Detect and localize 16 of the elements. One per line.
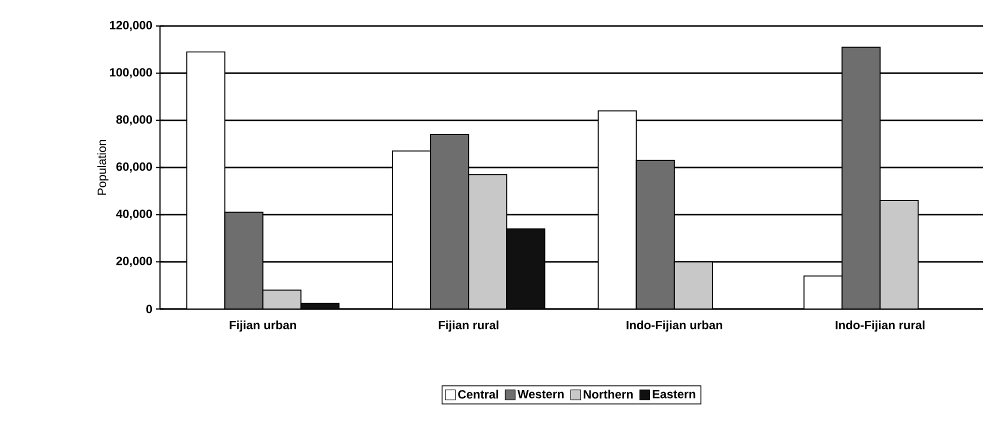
- legend-label: Central: [458, 390, 498, 399]
- y-axis-title: Population: [97, 140, 108, 195]
- x-tick-label: Indo-Fijian urban: [626, 320, 722, 332]
- y-tick-label: 100,000: [110, 68, 152, 78]
- y-tick-label: 60,000: [116, 162, 152, 173]
- legend-label: Western: [517, 390, 564, 398]
- y-tick-label: 0: [146, 304, 152, 314]
- y-tick-label: 40,000: [116, 210, 152, 220]
- x-tick-label: Fijian urban: [230, 320, 296, 332]
- y-tick-label: 20,000: [116, 256, 152, 267]
- y-tick-label: 120,000: [110, 20, 152, 32]
- x-tick-label: Indo-Fijian rural: [836, 320, 924, 332]
- legend-label: Eastern: [652, 390, 696, 398]
- x-tick-label: Fijian rural: [438, 320, 498, 332]
- legend-label: Northern: [584, 390, 633, 399]
- y-tick-label: 80,000: [116, 115, 152, 126]
